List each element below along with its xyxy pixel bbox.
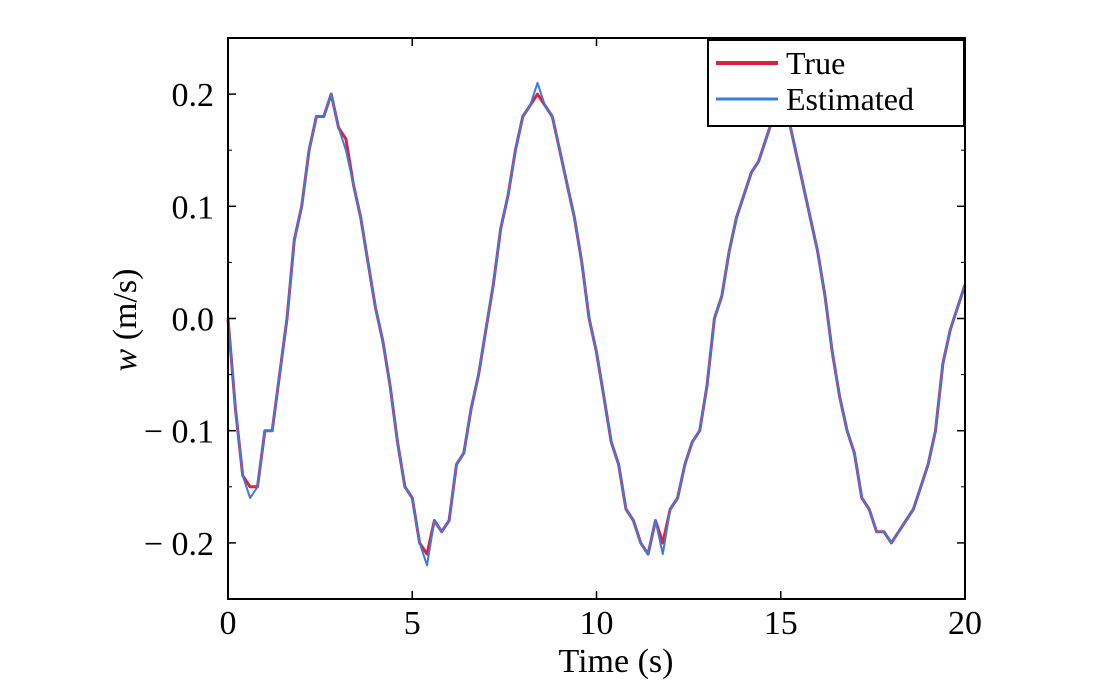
legend-label-estimated: Estimated [786,81,914,117]
y-axis-label-unit: (m/s) [107,269,144,349]
x-tick-label: 5 [404,605,421,642]
series-line-true [226,92,967,556]
series-line-estimated [227,81,966,567]
y-tick-label: 0.1 [172,189,215,226]
y-tick-label: − 0.2 [144,526,214,563]
x-tick-label: 20 [948,605,982,642]
y-tick-label: 0.2 [172,77,215,114]
legend-box [707,39,965,127]
x-tick-label: 15 [764,605,798,642]
y-axis-label-variable: w [107,348,144,371]
x-axis-label: Time (s) [559,643,674,680]
series-layer [226,81,967,567]
legend: True Estimated [707,39,965,127]
x-tick-label: 0 [220,605,237,642]
x-tick-label: 10 [580,605,614,642]
y-axis-label: w (m/s) [107,269,144,372]
y-tick-label: − 0.1 [144,414,214,451]
legend-label-true: True [786,45,845,81]
y-tick-label: 0.0 [172,302,215,339]
tick-labels-layer: 0 5 10 15 20 0.2 0.1 0.0 − 0.1 − 0.2 [144,77,982,642]
